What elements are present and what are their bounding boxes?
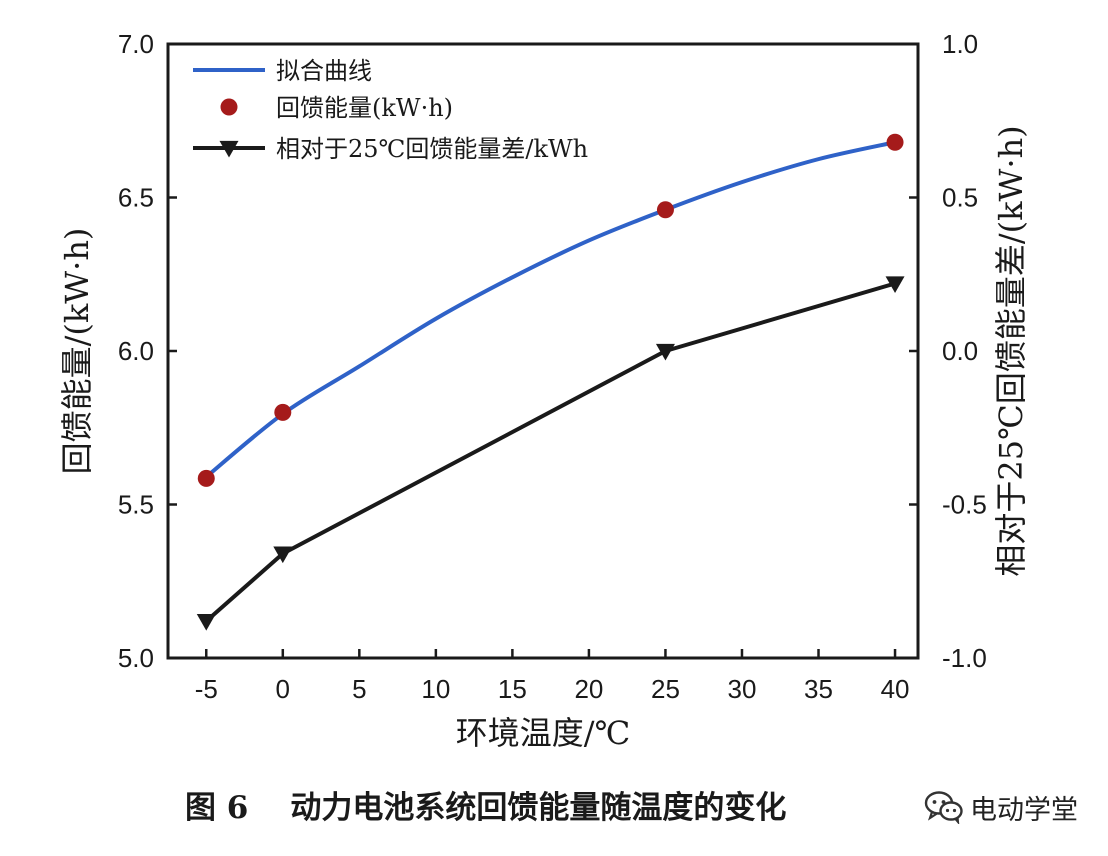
y-left-tick-label: 5.0 [118,643,154,673]
y-right-tick-label: -1.0 [942,643,987,673]
y-right-tick-label: 0.0 [942,336,978,366]
energy-point [656,201,674,219]
y-right-tick-label: -0.5 [942,490,987,520]
legend-energy-swatch [220,98,238,116]
energy-point [197,469,215,487]
difference-point [885,276,905,293]
energy-point [274,403,292,421]
difference-point [273,546,293,564]
y-left-axis-title: 回馈能量/(kW·h) [58,228,96,475]
y-right-tick-label: 0.5 [942,183,978,213]
series-layer [196,133,905,631]
fit-curve-line [204,140,896,479]
watermark-text: 电动学堂 [970,794,1078,826]
watermark: 电动学堂 [920,786,1082,828]
difference-point [196,614,216,631]
x-tick-label: 0 [276,674,290,704]
x-tick-label: 5 [352,674,366,704]
y-left-tick-label: 6.5 [118,183,154,213]
y-right-tick-label: 1.0 [942,29,978,59]
figure-caption: 图 6 动力电池系统回馈能量随温度的变化 [185,782,1085,832]
difference-point [655,343,675,361]
difference-line [204,281,896,623]
x-tick-label: -5 [195,674,218,704]
x-tick-label: 30 [728,674,757,704]
wechat-icon [924,791,963,824]
chart: -5 0 5 10 15 20 25 30 35 40 5.0 5.5 6.0 6.5 7.0 -1.0 -0.… [58,29,1030,752]
legend-label: 相对于25℃回馈能量差/kWh [276,135,588,163]
x-axis-title: 环境温度/℃ [456,714,631,752]
x-tick-label: 40 [881,674,910,704]
energy-point [886,133,904,151]
x-tick-label: 35 [804,674,833,704]
axes-layer: -5 0 5 10 15 20 25 30 35 40 5.0 5.5 6.0 6.5 7.0 -1.0 -0.… [58,29,1030,752]
y-left-tick-label: 6.0 [118,336,154,366]
legend-difference-swatch-marker [219,140,239,158]
x-tick-label: 25 [651,674,680,704]
figure-number: 图 6 [185,790,249,826]
x-tick-label: 15 [498,674,527,704]
x-tick-label: 10 [421,674,450,704]
y-left-tick-label: 7.0 [118,29,154,59]
figure-title: 动力电池系统回馈能量随温度的变化 [290,790,787,826]
y-right-axis-title: 相对于25℃回馈能量差/(kW·h) [992,125,1030,576]
x-tick-label: 20 [574,674,603,704]
y-left-tick-label: 5.5 [118,490,154,520]
legend-label: 拟合曲线 [276,57,372,85]
legend-label: 回馈能量(kW·h) [276,94,453,122]
